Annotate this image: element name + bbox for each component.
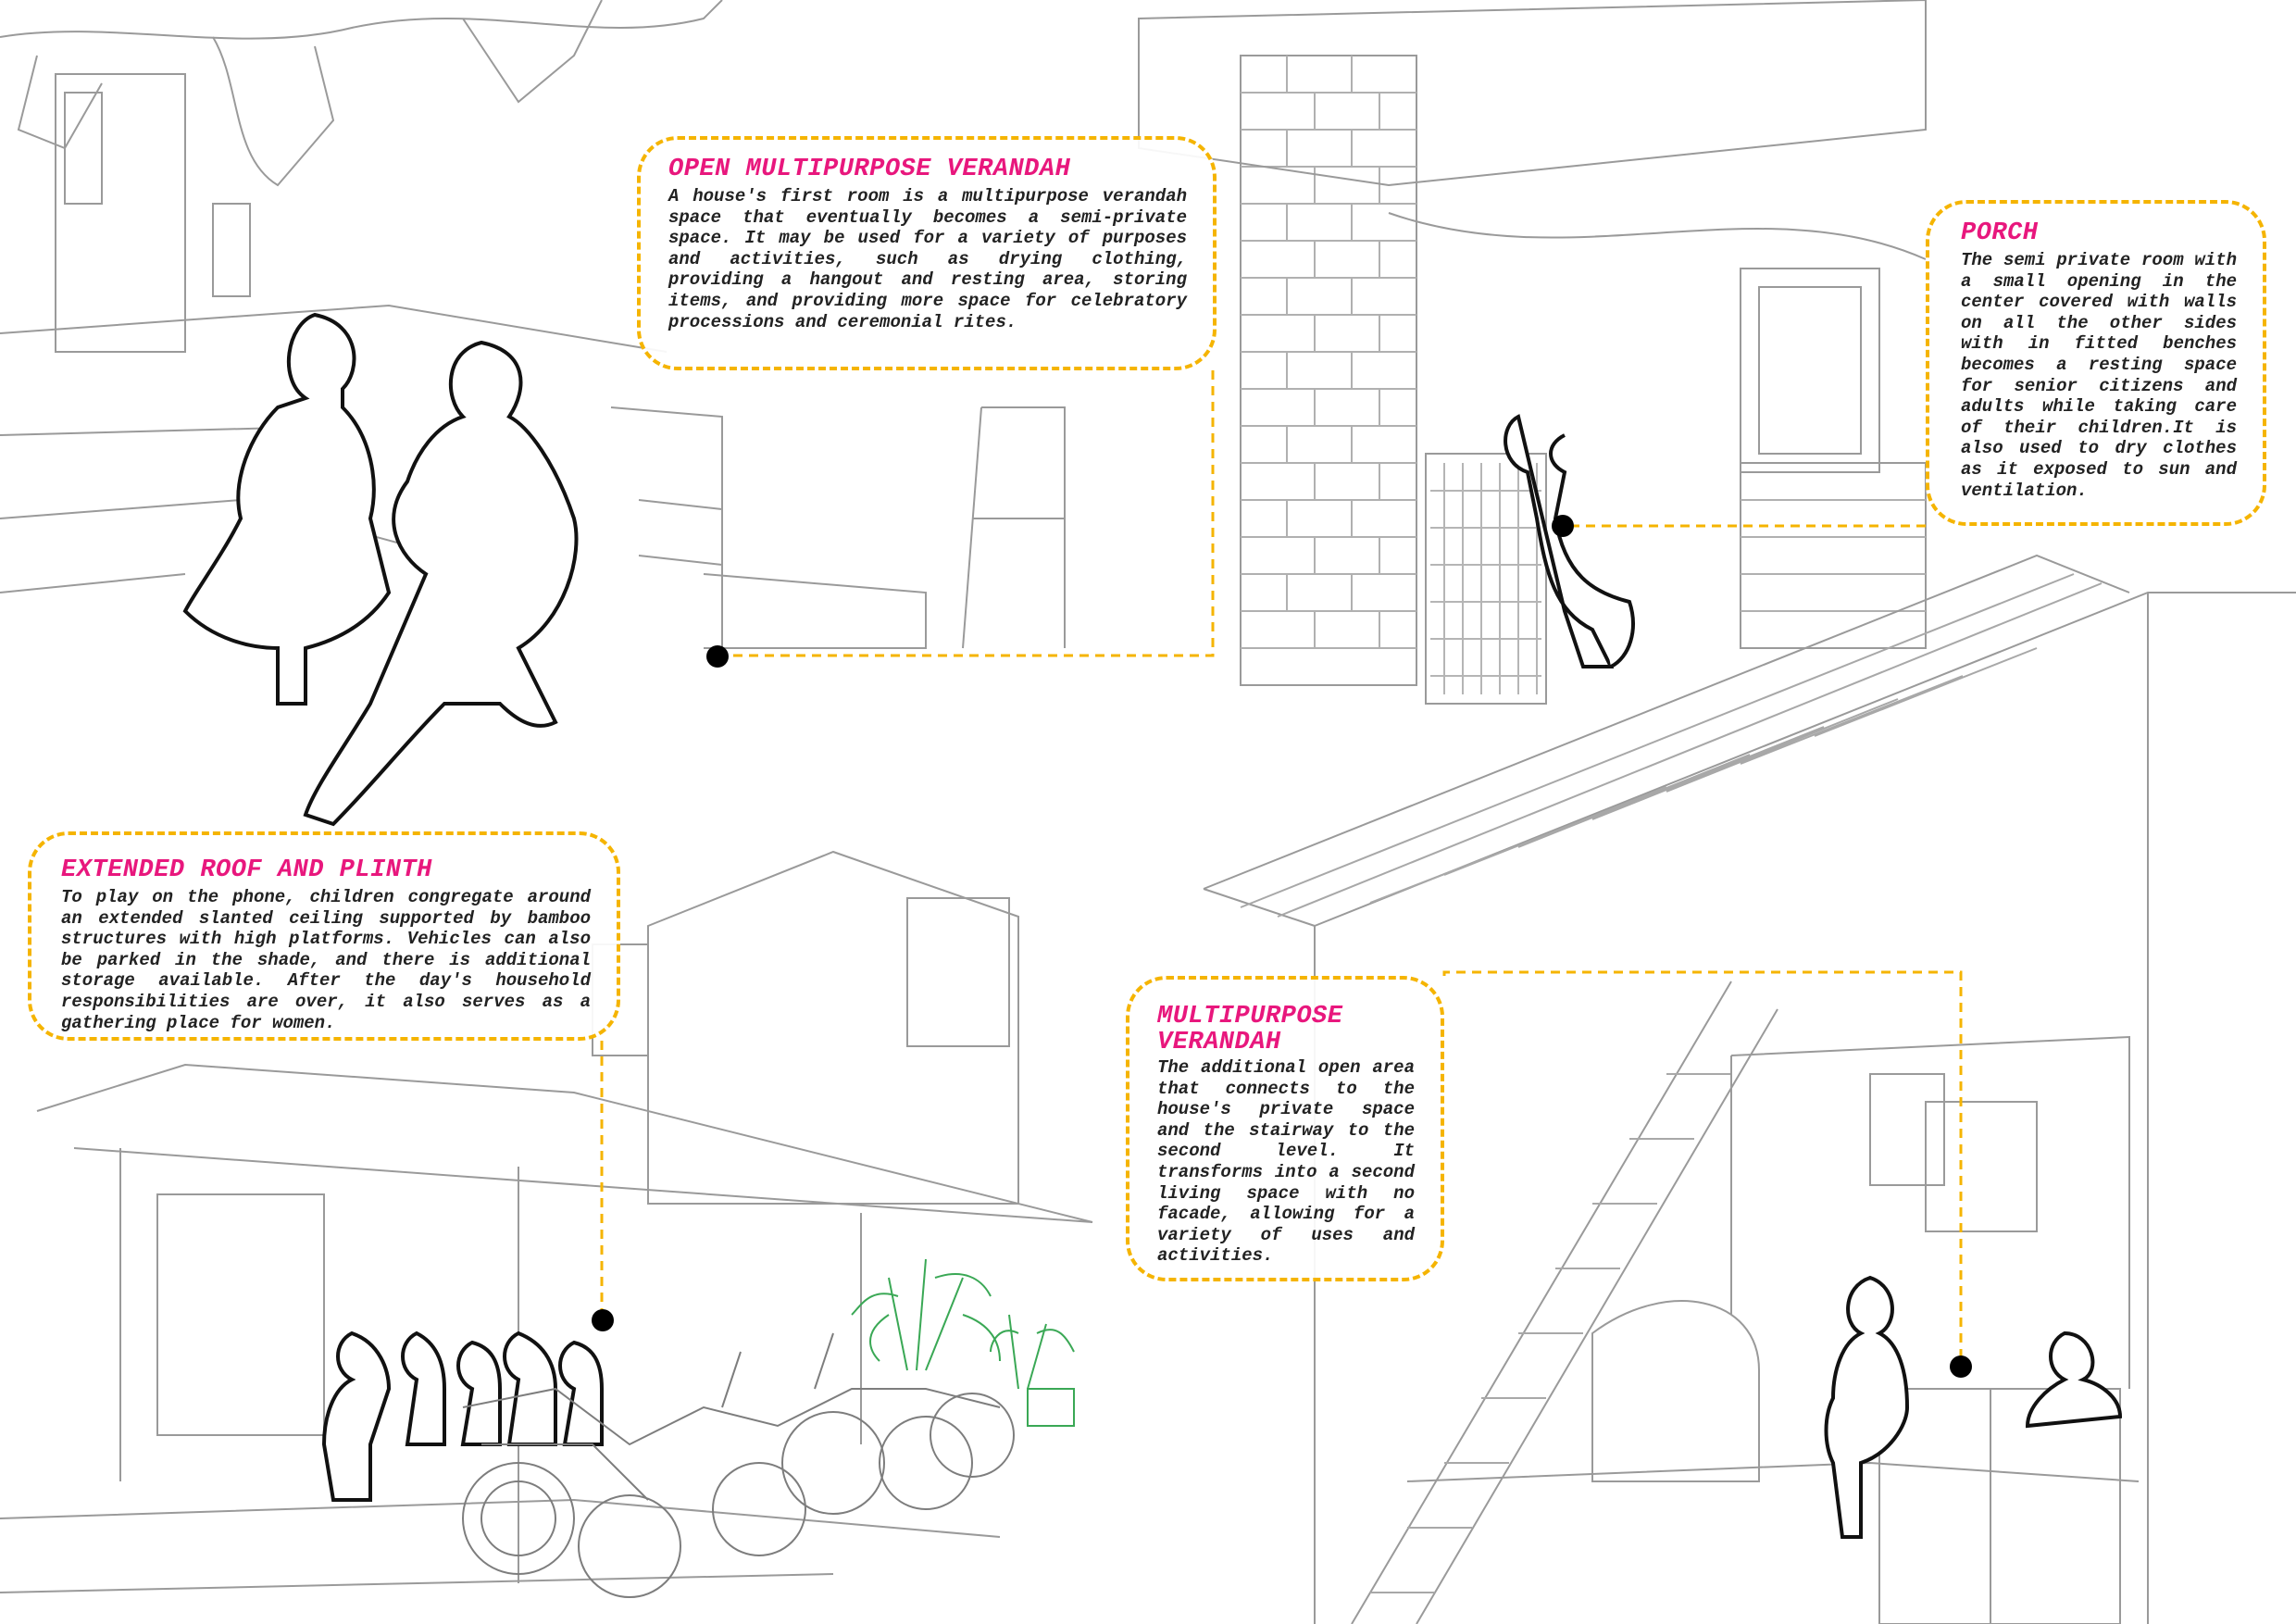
annotation-open-multipurpose-verandah: OPEN MULTIPURPOSE VERANDAH A house's fir…: [637, 136, 1217, 370]
annotation-extended-roof-and-plinth: EXTENDED ROOF AND PLINTH To play on the …: [28, 831, 620, 1041]
potted-plants: [851, 1258, 1075, 1427]
annotation-title: MULTIPURPOSE VERANDAH: [1157, 1003, 1343, 1056]
marker-extended-roof: [592, 1309, 614, 1331]
marker-porch: [1552, 515, 1574, 537]
annotation-title: OPEN MULTIPURPOSE VERANDAH: [668, 156, 1071, 183]
marker-multipurpose-verandah: [1950, 1355, 1972, 1378]
annotation-body: To play on the phone, children congregat…: [61, 887, 591, 1033]
marker-open-verandah: [706, 645, 729, 668]
annotation-title: EXTENDED ROOF AND PLINTH: [61, 856, 432, 884]
annotation-body: A house's first room is a multipurpose v…: [668, 186, 1187, 332]
annotation-title: PORCH: [1961, 219, 2039, 247]
annotation-body: The semi private room with a small openi…: [1961, 250, 2237, 501]
leader-lines: [600, 370, 1963, 1367]
people-figures: [182, 312, 2123, 1539]
annotation-porch: PORCH The semi private room with a small…: [1926, 200, 2266, 526]
parked-motorcycles: [462, 1332, 1015, 1598]
annotation-multipurpose-verandah: MULTIPURPOSE VERANDAH The additional ope…: [1126, 976, 1444, 1281]
location-markers: [592, 515, 1972, 1378]
annotation-body: The additional open area that connects t…: [1157, 1057, 1415, 1267]
